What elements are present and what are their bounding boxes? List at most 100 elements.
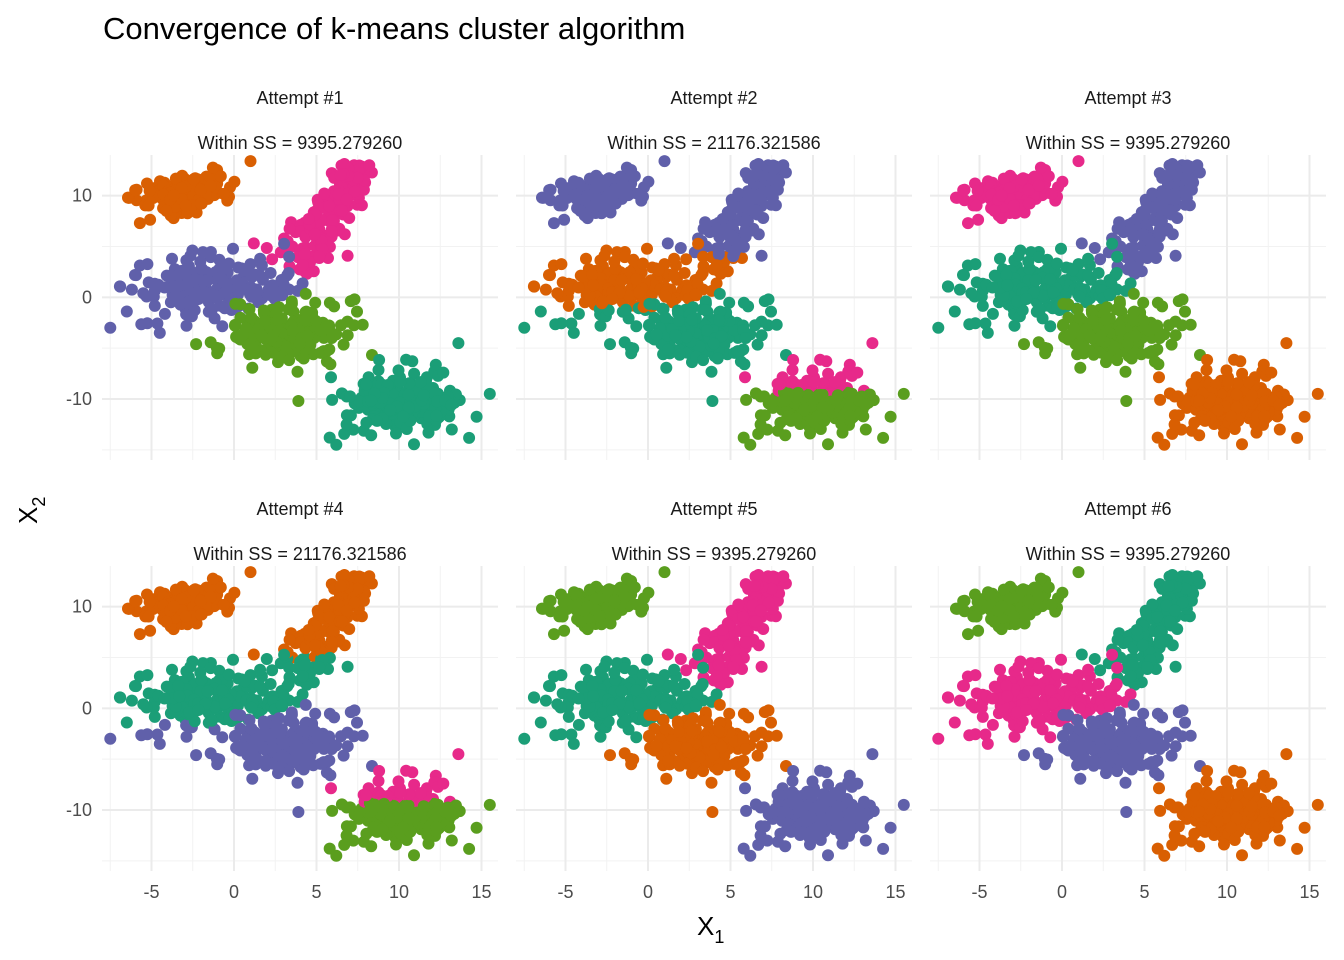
data-point xyxy=(628,170,641,183)
data-point xyxy=(330,438,343,451)
data-point xyxy=(755,329,768,342)
data-point xyxy=(580,252,592,265)
data-point xyxy=(1038,341,1051,354)
data-point xyxy=(351,716,363,729)
data-point xyxy=(757,212,770,224)
data-point xyxy=(1124,259,1137,272)
data-point xyxy=(187,173,200,186)
data-point xyxy=(1111,354,1124,367)
data-point xyxy=(356,729,369,742)
data-point xyxy=(1056,586,1069,599)
data-point xyxy=(194,666,207,679)
data-point xyxy=(1082,269,1094,282)
data-point xyxy=(586,680,599,692)
data-point xyxy=(430,409,443,422)
data-point xyxy=(148,299,161,312)
data-point xyxy=(144,624,157,637)
data-point xyxy=(754,193,767,206)
strip-subtitle: Within SS = 9395.279260 xyxy=(198,133,403,153)
data-point xyxy=(394,376,407,389)
data-point xyxy=(392,775,405,788)
data-point xyxy=(696,267,709,279)
data-point xyxy=(548,217,560,230)
data-point xyxy=(737,707,750,720)
data-point xyxy=(965,287,978,300)
data-point xyxy=(816,799,829,812)
data-point xyxy=(1120,395,1133,407)
data-point xyxy=(125,283,138,296)
data-point xyxy=(227,653,239,666)
data-point xyxy=(302,213,315,225)
data-point xyxy=(661,237,674,250)
data-point xyxy=(255,329,268,342)
data-point xyxy=(1094,253,1107,266)
data-point xyxy=(1057,297,1070,310)
data-point xyxy=(204,251,217,264)
data-point xyxy=(1298,410,1311,423)
data-point xyxy=(470,821,483,834)
data-point xyxy=(707,337,720,350)
data-point xyxy=(828,376,841,389)
data-point xyxy=(343,212,356,224)
data-point xyxy=(969,258,982,271)
data-point xyxy=(1047,286,1060,299)
data-point xyxy=(1127,287,1140,300)
data-point xyxy=(403,377,416,390)
x-tick-label: 10 xyxy=(803,882,823,902)
data-point xyxy=(340,418,353,431)
data-point xyxy=(624,752,637,765)
data-point xyxy=(204,179,217,192)
data-point xyxy=(685,724,698,737)
data-point xyxy=(1273,423,1286,436)
data-point xyxy=(325,332,338,344)
data-point xyxy=(1092,267,1105,279)
data-point xyxy=(1011,295,1024,308)
data-point xyxy=(205,714,218,727)
data-point xyxy=(1088,653,1101,665)
data-point xyxy=(751,338,764,351)
data-point xyxy=(518,732,531,745)
data-point xyxy=(668,680,680,693)
data-point xyxy=(1032,251,1045,264)
data-point xyxy=(957,595,970,608)
data-point xyxy=(338,158,351,170)
data-point xyxy=(716,624,729,636)
data-point xyxy=(668,663,681,676)
data-point xyxy=(543,680,555,692)
data-point xyxy=(337,338,350,351)
data-point xyxy=(299,725,312,738)
data-point xyxy=(1151,200,1164,213)
data-point xyxy=(581,189,594,202)
data-point xyxy=(341,329,354,342)
data-point xyxy=(981,326,994,339)
data-point xyxy=(299,698,312,711)
data-point xyxy=(341,660,354,673)
data-point xyxy=(754,409,767,422)
data-point xyxy=(1129,330,1142,343)
data-point xyxy=(1230,401,1243,414)
data-point xyxy=(1162,169,1175,181)
data-point xyxy=(979,317,992,330)
data-point xyxy=(608,183,621,196)
data-point xyxy=(1201,354,1214,366)
data-point xyxy=(680,664,693,677)
data-point xyxy=(1176,185,1189,198)
y-tick-label: 0 xyxy=(82,287,92,307)
data-point xyxy=(556,199,569,212)
data-point xyxy=(662,754,674,767)
data-point xyxy=(372,775,385,787)
data-point xyxy=(340,829,353,842)
data-point xyxy=(567,326,580,339)
data-point xyxy=(774,789,787,802)
data-point xyxy=(1151,296,1164,309)
data-point xyxy=(643,297,656,310)
data-point xyxy=(278,237,291,250)
data-point xyxy=(713,287,726,300)
y-tick-label: 10 xyxy=(72,597,92,617)
data-point xyxy=(1042,581,1055,594)
data-point xyxy=(723,296,736,309)
data-point xyxy=(248,754,260,767)
data-point xyxy=(748,580,761,592)
data-point xyxy=(608,666,621,679)
